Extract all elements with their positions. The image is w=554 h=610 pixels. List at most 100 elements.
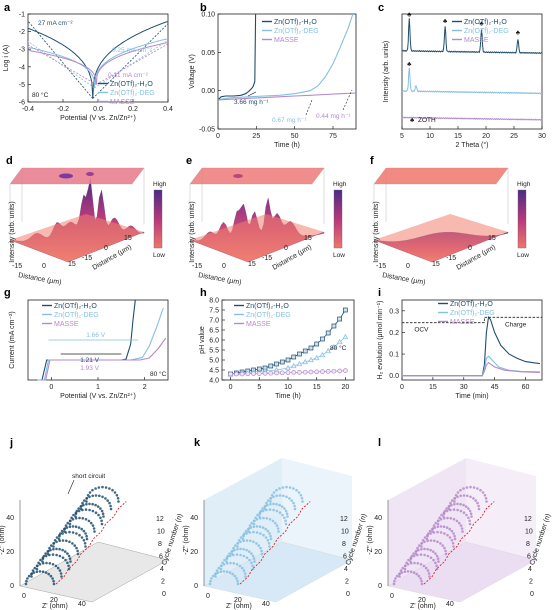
y-tick-label: 4.5 (209, 368, 219, 375)
eis-point (104, 486, 108, 489)
eis-point (260, 549, 263, 553)
eis-point (413, 561, 416, 565)
tafel-curve (27, 21, 168, 99)
eis-point (459, 509, 463, 513)
eis-point (426, 554, 430, 558)
eis-point (280, 505, 284, 508)
eis-point (86, 494, 90, 497)
eis-point (67, 564, 70, 568)
eis-point (485, 500, 488, 503)
x-tick-label: 0 (22, 593, 26, 600)
eis-point (76, 552, 80, 556)
eis-point (64, 558, 67, 562)
eis-point (245, 532, 248, 535)
eis-point (275, 509, 279, 513)
window-label-masse: 1.93 V (80, 365, 99, 372)
trend-line (239, 501, 311, 585)
eis-point (452, 545, 455, 548)
eis-point (44, 554, 48, 558)
eis-point (477, 507, 481, 511)
ph-point (274, 370, 279, 376)
x-tick-label: 5 (257, 384, 261, 391)
eis-point (55, 553, 58, 557)
eis-point (428, 529, 432, 533)
distance-tick: 0 (104, 245, 108, 252)
ph-point (279, 359, 285, 365)
ph-point (336, 338, 343, 345)
y-tick-label: 40 (190, 515, 198, 522)
eis-point (73, 544, 76, 547)
cycle-axis-label: Cycle number (n) (161, 513, 184, 566)
y-tick-label: 5.0 (209, 358, 219, 365)
eis-point (59, 572, 63, 575)
eis-point (214, 575, 217, 578)
y-tick-label: 6.5 (209, 328, 219, 335)
ph-point (325, 330, 331, 336)
eis-point (253, 519, 256, 523)
eis-point (468, 519, 471, 523)
eis-point (409, 560, 412, 563)
eis-point (253, 560, 256, 563)
eis-point (278, 487, 281, 490)
eis-point (462, 503, 465, 507)
eis-point (276, 527, 280, 530)
eis-point (85, 502, 88, 506)
eis-point (63, 550, 67, 553)
eis-point (278, 503, 281, 507)
x-tick-label: 50 (291, 133, 299, 140)
eis-point (55, 547, 58, 551)
y-tick-label: 0 (378, 583, 382, 590)
y-axis-label: -Z'' (ohm) (0, 525, 6, 555)
eis-point (269, 537, 273, 541)
eis-point (252, 540, 255, 544)
eis-point (71, 531, 75, 534)
eis-point (58, 554, 62, 558)
eis-point (472, 486, 476, 489)
plot-frame (401, 299, 543, 381)
eis-point (466, 494, 469, 498)
eis-point (66, 552, 69, 555)
eis-point (469, 512, 473, 515)
eis-point (285, 495, 288, 499)
y-tick-label: 20 (190, 549, 198, 556)
colorbar-high-label: High (153, 181, 167, 188)
x-axis-label: Z' (ohm) (226, 603, 252, 610)
colorbar-low-label: Low (517, 252, 529, 259)
eis-point (63, 527, 67, 530)
side-wall (466, 458, 536, 560)
eis-point (236, 542, 240, 545)
eis-point (91, 494, 94, 498)
eis-point (275, 502, 278, 506)
eis-point (459, 494, 463, 498)
plot-frame (217, 13, 357, 130)
legend-entry: Zn(OTf)₂-DEG (464, 28, 509, 35)
x-tick-label: 60 (522, 384, 530, 391)
annotation-arrow (247, 91, 257, 97)
eis-point (399, 569, 403, 572)
eis-point (239, 553, 242, 557)
distance-tick: 15 (432, 261, 440, 268)
eis-point (77, 507, 80, 510)
legend-entry: Zn(OTf)₂-DEG (54, 312, 99, 319)
y-tick-label: 7.0 (209, 318, 219, 325)
ph-point (251, 371, 256, 376)
eis-point (476, 487, 479, 490)
eis-point (67, 554, 71, 558)
eis-point (221, 561, 224, 565)
eis-point (244, 575, 247, 578)
eis-point (429, 548, 432, 552)
eis-point (260, 552, 264, 556)
eis-point (236, 579, 239, 583)
y-tick-label: 0.1 (389, 352, 399, 359)
eis-point (44, 552, 47, 555)
y-axis-label: -Z'' (ohm) (183, 525, 190, 555)
back-wall (388, 458, 466, 586)
eis-point (45, 561, 48, 565)
ph-point (285, 370, 291, 375)
eis-point (269, 500, 272, 503)
eis-point (228, 552, 231, 555)
projection-hotspot (59, 173, 73, 179)
eis-point (248, 558, 251, 562)
eis-point (409, 570, 413, 573)
y-axis-label: Log i (A) (3, 45, 10, 71)
